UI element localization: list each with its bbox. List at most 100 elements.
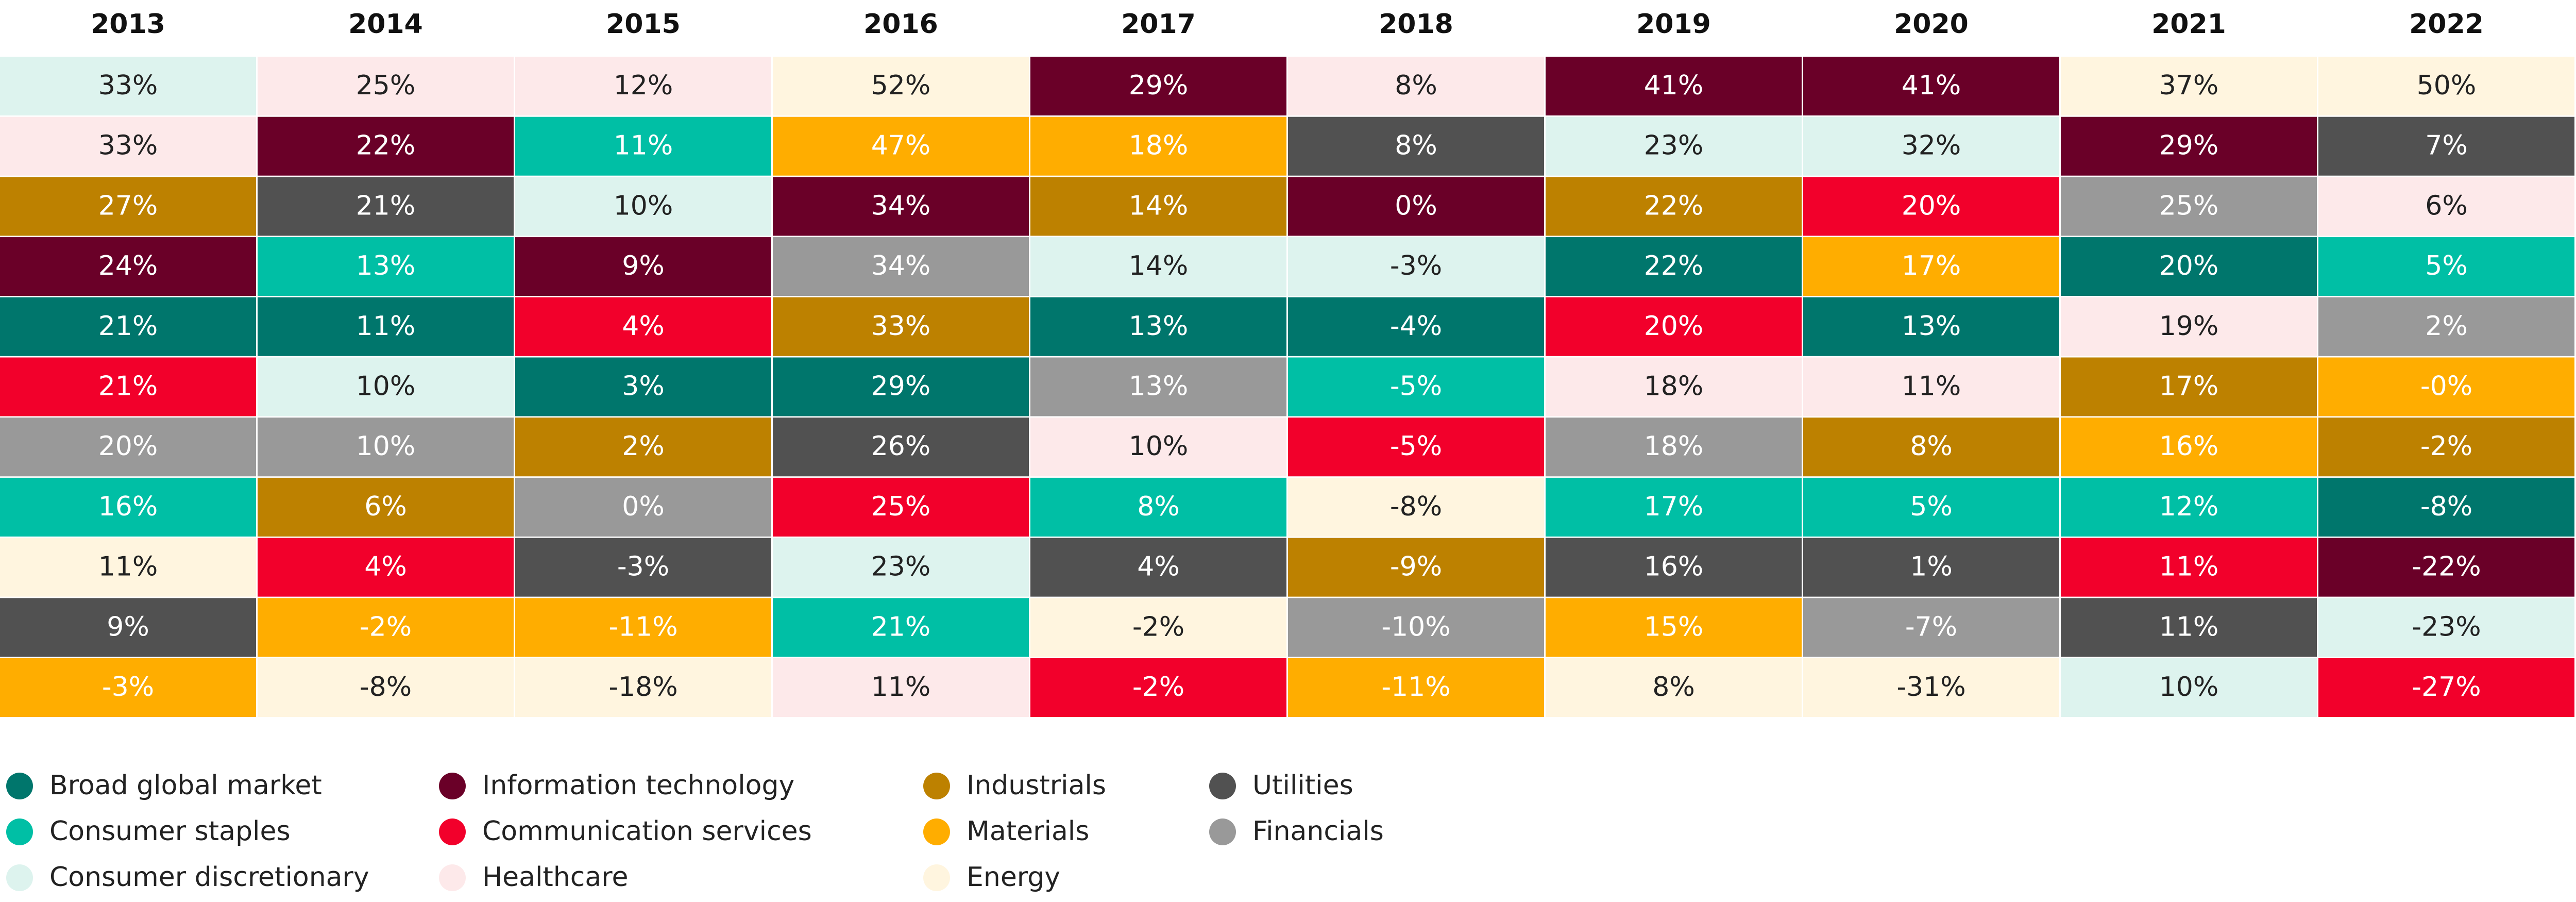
cell-label-2019-4: 22%: [1644, 250, 1704, 281]
cell-label-2014-4: 13%: [356, 250, 416, 281]
cell-2015-1: [515, 57, 771, 115]
cell-label-2015-4: 9%: [622, 250, 665, 281]
cell-2014-8: [258, 477, 514, 537]
cell-2014-2: [258, 116, 514, 176]
cell-label-2018-9: -9%: [1390, 552, 1442, 582]
cell-label-2014-5: 11%: [356, 311, 416, 342]
cell-label-2019-10: 15%: [1644, 611, 1704, 642]
cell-label-2017-9: 4%: [1137, 552, 1180, 582]
cell-label-2021-2: 29%: [2159, 130, 2219, 161]
year-header-2021: 2021: [2151, 9, 2226, 40]
cell-label-2020-6: 11%: [1902, 371, 1961, 402]
cell-label-2016-10: 21%: [871, 611, 931, 642]
cell-2021-5: [2061, 297, 2317, 356]
cell-2022-11: [2318, 658, 2574, 717]
cell-label-2014-1: 25%: [356, 70, 416, 101]
cell-label-2016-4: 34%: [871, 250, 931, 281]
cell-label-2018-8: -8%: [1390, 491, 1442, 522]
cell-2018-5: [1288, 297, 1544, 356]
cell-label-2013-2: 33%: [98, 130, 158, 161]
cell-2016-11: [773, 658, 1029, 717]
cell-2016-1: [773, 57, 1029, 115]
cell-2022-3: [2318, 177, 2574, 236]
cell-label-2017-4: 14%: [1129, 250, 1189, 281]
cell-2015-11: [515, 658, 771, 717]
legend-label-comm: Communication services: [482, 816, 812, 847]
cell-2022-1: [2318, 57, 2574, 115]
cell-label-2019-6: 18%: [1644, 371, 1704, 402]
cell-label-2022-10: -23%: [2412, 611, 2481, 642]
cell-2015-3: [515, 177, 771, 236]
cell-2015-4: [515, 237, 771, 296]
cell-label-2013-4: 24%: [98, 250, 158, 281]
cell-2015-8: [515, 477, 771, 537]
legend-swatch-ind: [923, 773, 950, 799]
cell-label-2013-8: 16%: [98, 491, 158, 522]
cell-label-2022-9: -22%: [2412, 552, 2481, 582]
cell-2016-3: [773, 177, 1029, 236]
cell-label-2022-2: 7%: [2425, 130, 2468, 161]
legend-label-it: Information technology: [482, 770, 794, 801]
cell-label-2021-1: 37%: [2159, 70, 2219, 101]
legend-label-ut: Utilities: [1252, 770, 1353, 801]
cell-2017-5: [1030, 297, 1286, 356]
legend-swatch-comm: [439, 819, 466, 845]
cell-label-2017-8: 8%: [1137, 491, 1180, 522]
legend-label-hc: Healthcare: [482, 862, 628, 893]
cell-2020-4: [1803, 237, 2059, 296]
cell-label-2019-7: 18%: [1644, 431, 1704, 462]
cell-2021-3: [2061, 177, 2317, 236]
cell-2013-4: [0, 237, 256, 296]
cell-label-2020-3: 20%: [1902, 190, 1961, 221]
cell-2017-3: [1030, 177, 1286, 236]
cell-label-2022-11: -27%: [2412, 672, 2481, 703]
cell-label-2022-8: -8%: [2420, 491, 2472, 522]
cell-2019-8: [1546, 477, 1802, 537]
cell-label-2018-3: 0%: [1395, 190, 1437, 221]
cell-label-2019-8: 17%: [1644, 491, 1704, 522]
cell-label-2016-1: 52%: [871, 70, 931, 101]
year-header-2017: 2017: [1121, 9, 1196, 40]
cell-2014-5: [258, 297, 514, 356]
cell-label-2015-5: 4%: [622, 311, 665, 342]
cell-2014-7: [258, 417, 514, 477]
cell-label-2016-8: 25%: [871, 491, 931, 522]
cell-label-2015-9: -3%: [617, 552, 669, 582]
cell-2018-2: [1288, 116, 1544, 176]
cell-2013-10: [0, 598, 256, 657]
cell-label-2021-7: 16%: [2159, 431, 2219, 462]
cell-2020-8: [1803, 477, 2059, 537]
legend-label-fin: Financials: [1252, 816, 1384, 847]
cell-2018-10: [1288, 598, 1544, 657]
cell-2016-4: [773, 237, 1029, 296]
cell-2020-10: [1803, 598, 2059, 657]
legend-swatch-hc: [439, 864, 466, 891]
legend-swatch-fin: [1209, 819, 1236, 845]
cell-label-2014-2: 22%: [356, 130, 416, 161]
cell-label-2018-10: -10%: [1381, 611, 1450, 642]
cell-label-2020-9: 1%: [1910, 552, 1953, 582]
cell-label-2017-10: -2%: [1132, 611, 1184, 642]
year-headers: 2013 2014 2015 2016 2017 2018 2019 2020 2021 2022: [91, 9, 2484, 40]
legend-label-cs: Consumer staples: [49, 816, 291, 847]
table-cells: 33% 33% 27% 24% 21% 21% 20% 16% 11% 9% -3% 25% 22% 21…: [0, 57, 2574, 717]
legend-swatch-en: [923, 864, 950, 891]
cell-label-2021-10: 11%: [2159, 611, 2219, 642]
year-header-2016: 2016: [863, 9, 938, 40]
cell-label-2018-6: -5%: [1390, 371, 1442, 402]
cell-label-2014-7: 10%: [356, 431, 416, 462]
cell-label-2015-8: 0%: [622, 491, 665, 522]
cell-2019-10: [1546, 598, 1802, 657]
cell-2014-10: [258, 598, 514, 657]
cell-2017-10: [1030, 598, 1286, 657]
cell-label-2021-8: 12%: [2159, 491, 2219, 522]
cell-label-2015-11: -18%: [608, 672, 677, 703]
cell-2016-6: [773, 357, 1029, 416]
cell-label-2015-2: 11%: [614, 130, 673, 161]
cell-label-2022-7: -2%: [2420, 431, 2472, 462]
legend-label-cd: Consumer discretionary: [49, 862, 369, 893]
legend-label-en: Energy: [967, 862, 1060, 893]
cell-label-2020-11: -31%: [1896, 672, 1965, 703]
cell-label-2016-3: 34%: [871, 190, 931, 221]
cell-label-2013-9: 11%: [98, 552, 158, 582]
